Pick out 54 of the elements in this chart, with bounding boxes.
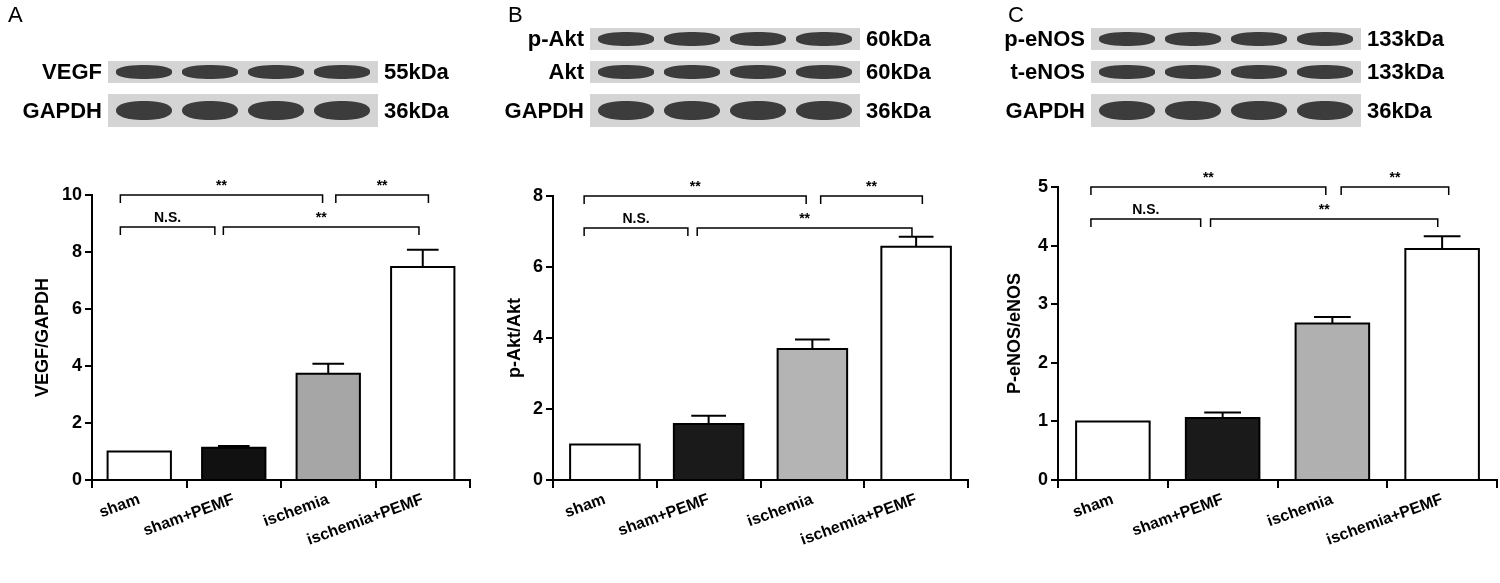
x-tick-label: sham [96, 490, 142, 521]
y-tick-label: 6 [71, 297, 82, 318]
text: p-eNOS [1004, 26, 1085, 52]
chart-title: B [508, 2, 523, 28]
x-tick-label: sham [562, 490, 608, 521]
text: 36kDa [866, 97, 931, 124]
text: VEGF [42, 59, 102, 85]
text: GAPDH [22, 97, 102, 124]
text: Akt [548, 59, 584, 85]
y-tick-label: 1 [1037, 410, 1048, 431]
y-tick-label: 2 [532, 397, 543, 418]
y-tick-label: 8 [71, 240, 82, 261]
y-tick-label: 2 [1037, 351, 1048, 372]
text: 60kDa [866, 26, 931, 52]
y-tick-label: 4 [71, 354, 82, 375]
text: ** [1389, 169, 1401, 185]
text: 133kDa [1367, 26, 1445, 52]
y-tick-label: 3 [1037, 293, 1048, 314]
text: GAPDH [1005, 97, 1085, 124]
y-axis-title: p-Akt/Akt [503, 298, 524, 378]
x-tick-label: sham [1070, 490, 1116, 521]
annotation: ** [799, 210, 811, 226]
y-tick-label: 4 [1037, 234, 1048, 255]
y-axis-title: P-eNOS/eNOS [1003, 272, 1024, 395]
y-tick-label: 8 [532, 184, 543, 205]
text: ** [376, 177, 389, 193]
y-tick-label: 4 [532, 326, 543, 347]
text: 60kDa [866, 59, 931, 85]
text: 55kDa [384, 59, 449, 85]
text: ** [1202, 169, 1215, 185]
annotation: N.S. [622, 210, 650, 226]
y-tick-label: 10 [61, 183, 82, 204]
y-tick-label: 0 [71, 468, 82, 489]
y-tick-label: 5 [1037, 175, 1048, 196]
text: GAPDH [504, 97, 584, 124]
y-tick-label: 0 [1037, 468, 1048, 489]
annotation: ** [315, 209, 328, 225]
text: p-Akt [527, 26, 584, 52]
y-axis-title: VEGF/GAPDH [31, 277, 52, 398]
text: ** [866, 178, 878, 194]
y-tick-label: 0 [532, 468, 543, 489]
chart-title: A [8, 2, 23, 28]
annotation: N.S. [1132, 201, 1160, 217]
text: ** [216, 177, 228, 193]
y-tick-label: 6 [532, 255, 543, 276]
text: 133kDa [1367, 59, 1445, 85]
text: 36kDa [384, 97, 449, 124]
text: 36kDa [1367, 97, 1432, 124]
text: ** [689, 178, 702, 194]
annotation: ** [1318, 201, 1331, 217]
annotation: N.S. [153, 209, 182, 225]
y-tick-label: 2 [71, 411, 82, 432]
text: t-eNOS [1010, 59, 1085, 85]
chart-title: C [1008, 2, 1024, 28]
